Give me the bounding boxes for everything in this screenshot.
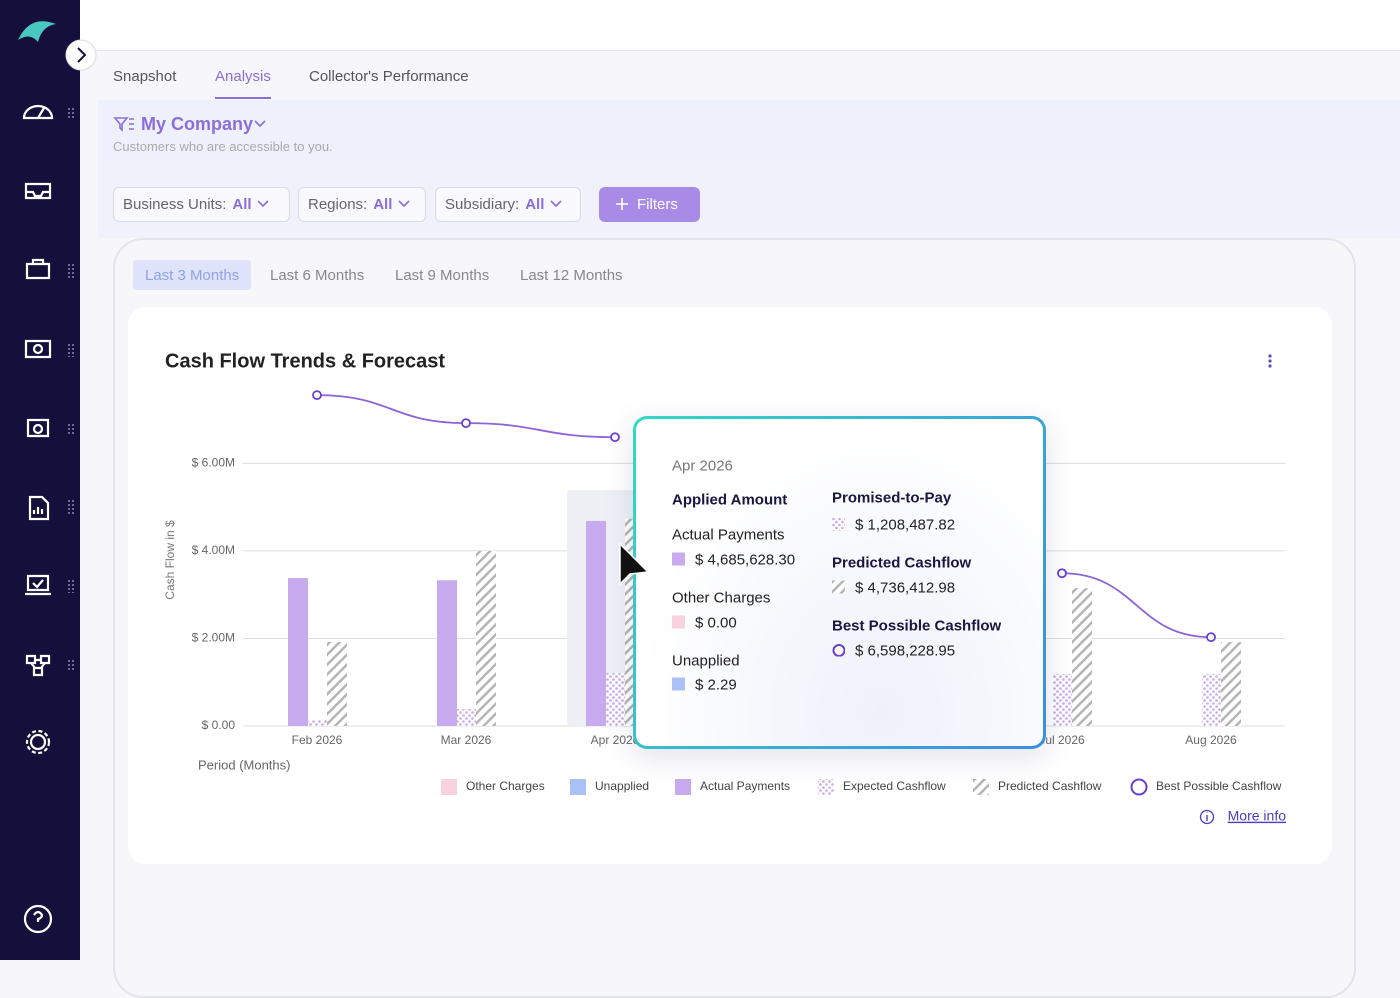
point <box>1207 633 1215 641</box>
y-tick-label: $ 0.00 <box>202 718 236 732</box>
legend-label: Unapplied <box>595 779 649 793</box>
legend-label: Expected Cashflow <box>843 779 946 793</box>
swatch <box>832 581 845 594</box>
swatch <box>672 553 685 566</box>
tooltip-value: $ 4,685,628.30 <box>695 552 795 569</box>
legend-swatch <box>973 779 989 795</box>
y-tick-label: $ 2.00M <box>192 631 235 645</box>
tooltip-value: $ 0.00 <box>695 615 737 632</box>
legend-label: Actual Payments <box>700 779 790 793</box>
swatch <box>672 616 685 629</box>
x-tick-label: Mar 2026 <box>441 733 492 747</box>
y-tick-label: $ 4.00M <box>192 543 235 557</box>
legend-item[interactable]: Other Charges <box>441 779 545 795</box>
bar <box>437 580 457 726</box>
tooltip-item: $ 4,685,628.30 <box>672 552 795 569</box>
legend-item[interactable]: Predicted Cashflow <box>973 779 1102 795</box>
tooltip-item: $ 2.29 <box>672 677 737 694</box>
tooltip-item: $ 6,598,228.95 <box>832 643 955 660</box>
point <box>611 433 619 441</box>
legend-swatch <box>675 779 691 795</box>
tooltip-value: $ 4,736,412.98 <box>855 580 955 597</box>
cursor <box>616 542 652 588</box>
more-info[interactable]: More info <box>1201 808 1287 824</box>
point <box>1058 569 1066 577</box>
bar <box>1221 642 1241 726</box>
x-axis-label: Period (Months) <box>198 757 290 772</box>
bar <box>606 673 625 726</box>
legend-label: Other Charges <box>466 779 545 793</box>
legend-item[interactable]: Unapplied <box>570 779 649 795</box>
bar <box>308 720 327 726</box>
swatch <box>832 644 845 657</box>
legend-swatch <box>570 779 586 795</box>
tooltip-value: $ 1,208,487.82 <box>855 517 955 534</box>
point <box>462 419 470 427</box>
tooltip-label: Actual Payments <box>672 527 785 544</box>
bar <box>586 521 606 726</box>
tooltip-item: $ 4,736,412.98 <box>832 580 955 597</box>
bar <box>457 709 476 726</box>
x-tick-label: Feb 2026 <box>292 733 343 747</box>
legend-item[interactable]: Actual Payments <box>675 779 790 795</box>
legend-swatch <box>1132 780 1147 795</box>
swatch <box>832 518 845 531</box>
legend-swatch <box>818 779 834 795</box>
bar <box>1072 588 1092 726</box>
tooltip-value: $ 6,598,228.95 <box>855 643 955 660</box>
line <box>317 395 615 437</box>
more-info-link[interactable]: More info <box>1228 808 1287 824</box>
tooltip-title: Apr 2026 <box>672 458 733 475</box>
tooltip-body: Apr 2026 Applied Amount Actual Payments … <box>636 419 1043 746</box>
bar <box>1202 674 1221 726</box>
swatch <box>672 678 685 691</box>
tooltip-item: $ 0.00 <box>672 615 737 632</box>
bar <box>1053 674 1072 726</box>
x-tick-label: Jul 2026 <box>1039 733 1085 747</box>
bar <box>327 642 347 726</box>
bar <box>288 578 308 726</box>
tooltip-item: $ 1,208,487.82 <box>832 517 955 534</box>
x-tick-label: Aug 2026 <box>1185 733 1237 747</box>
tooltip-label: Other Charges <box>672 590 770 607</box>
legend-swatch <box>441 779 457 795</box>
y-axis-label: Cash Flow in $ <box>163 520 177 600</box>
tooltip-heading: Best Possible Cashflow <box>832 618 1001 635</box>
legend-item[interactable]: Expected Cashflow <box>818 779 946 795</box>
tooltip: Apr 2026 Applied Amount Actual Payments … <box>633 416 1046 749</box>
tooltip-value: $ 2.29 <box>695 677 737 694</box>
legend-label: Best Possible Cashflow <box>1156 779 1282 793</box>
tooltip-heading: Applied Amount <box>672 492 787 509</box>
legend-label: Predicted Cashflow <box>998 779 1102 793</box>
bar <box>476 551 496 726</box>
point <box>313 391 321 399</box>
tooltip-label: Unapplied <box>672 653 740 670</box>
y-tick-label: $ 6.00M <box>192 456 235 470</box>
chart-title: Cash Flow Trends & Forecast <box>165 350 445 372</box>
tooltip-heading: Predicted Cashflow <box>832 555 971 572</box>
tooltip-heading: Promised-to-Pay <box>832 490 951 507</box>
page: Snapshot Analysis Collector's Performanc… <box>0 0 1400 960</box>
legend-item[interactable]: Best Possible Cashflow <box>1132 779 1282 794</box>
chart-menu[interactable] <box>1268 354 1271 367</box>
